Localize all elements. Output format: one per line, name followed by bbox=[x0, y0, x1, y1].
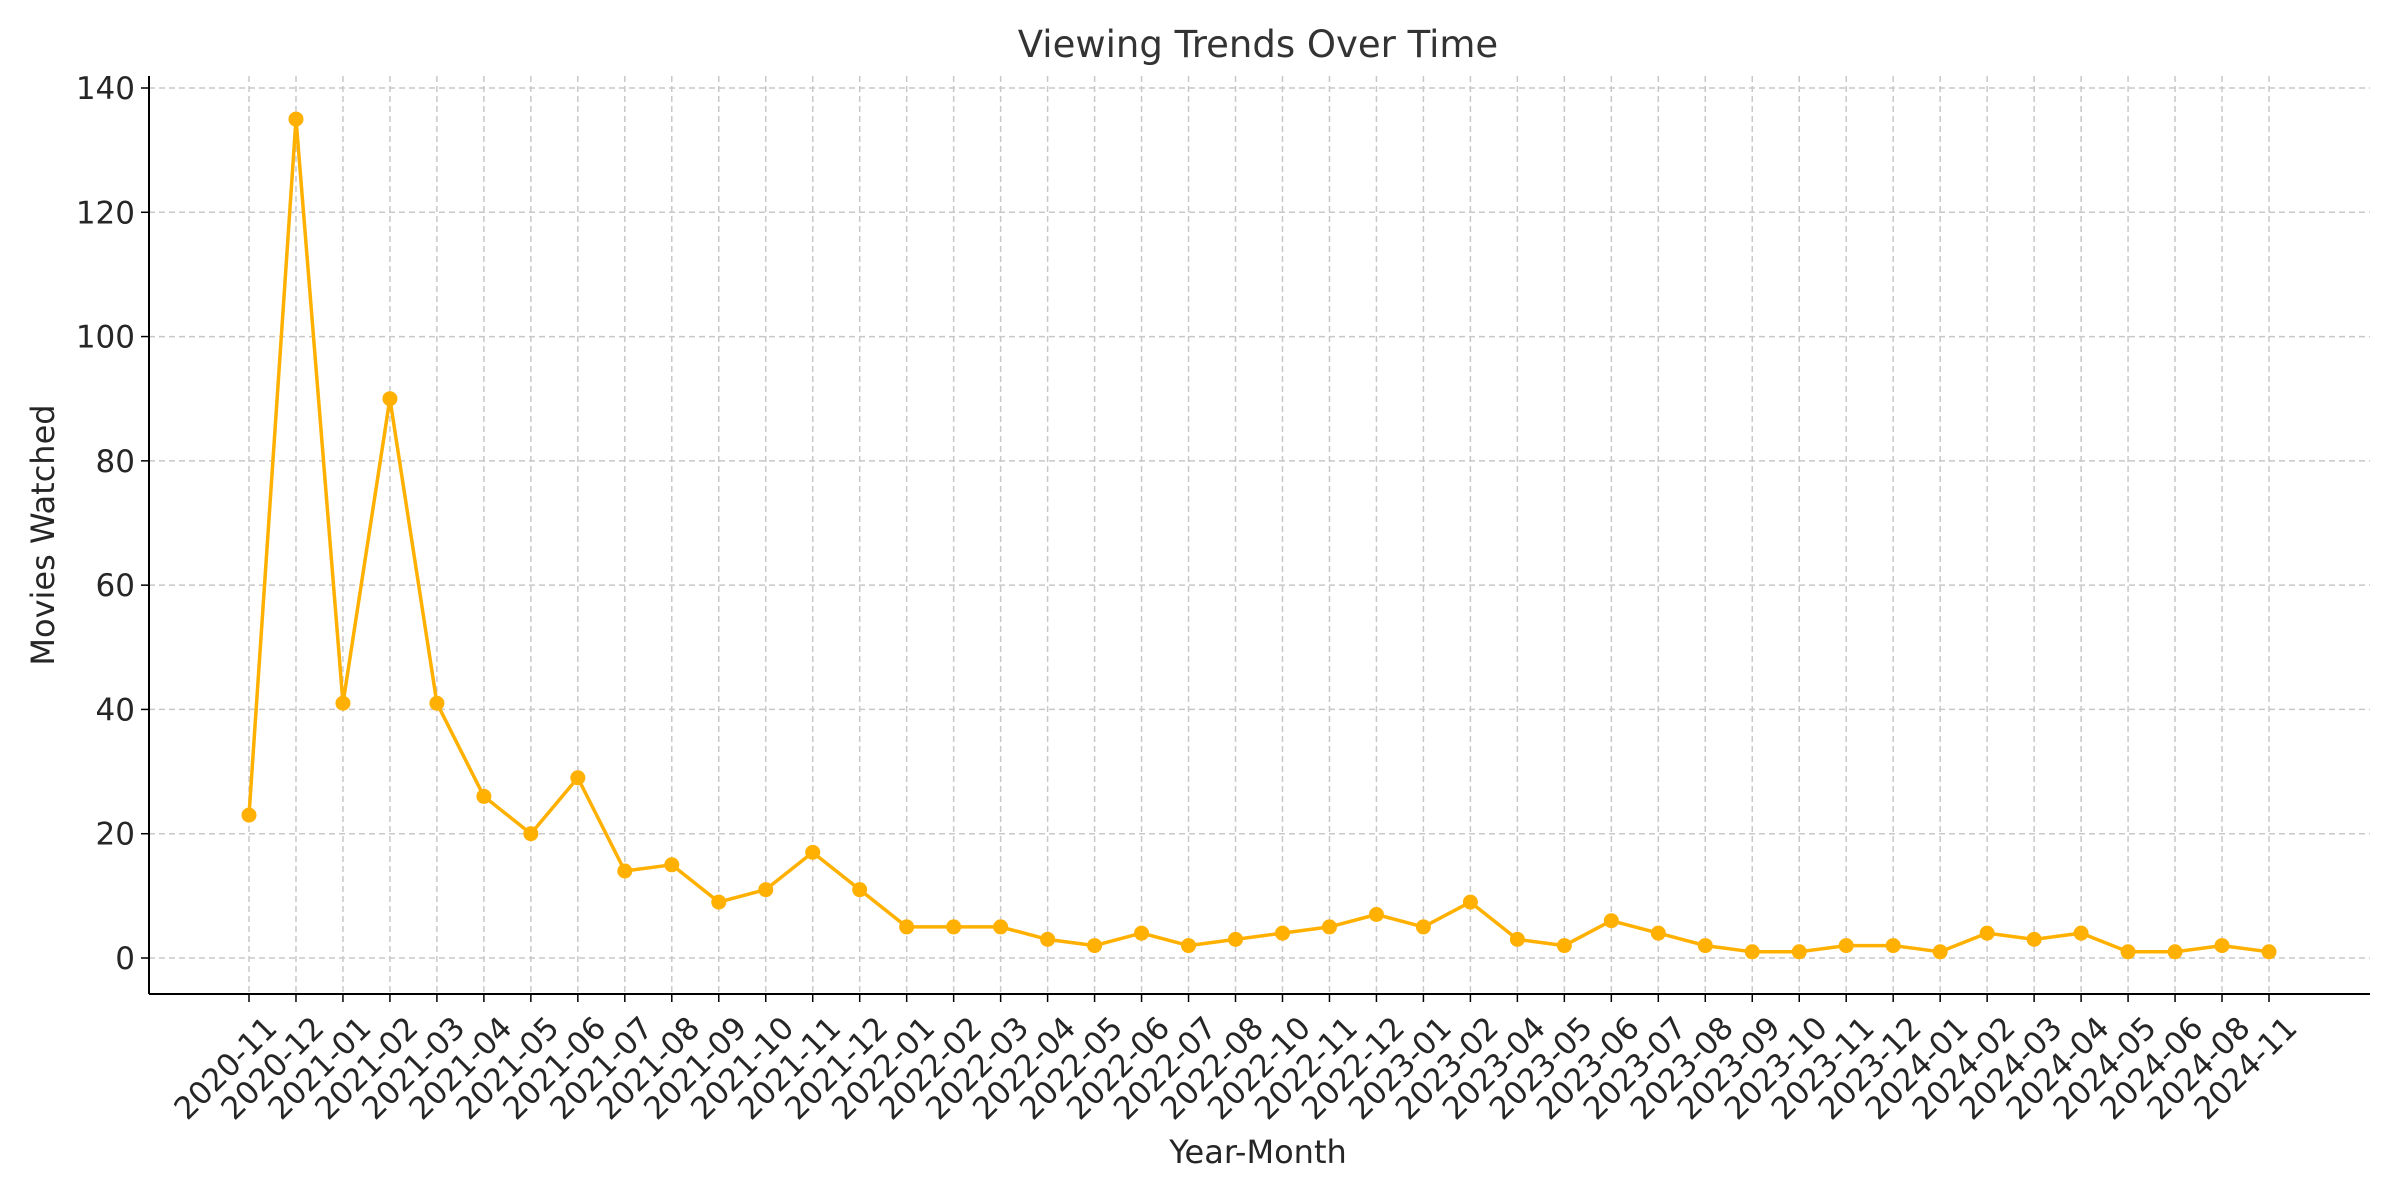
chart-title: Viewing Trends Over Time bbox=[1018, 23, 1498, 66]
grid bbox=[149, 76, 2370, 994]
data-point bbox=[1134, 925, 1150, 941]
x-axis-title: Year-Month bbox=[1168, 1133, 1347, 1171]
data-point bbox=[2026, 931, 2042, 947]
data-point bbox=[1932, 944, 1948, 960]
data-point bbox=[852, 882, 868, 898]
data-point bbox=[476, 788, 492, 804]
data-point bbox=[2167, 944, 2183, 960]
data-point bbox=[523, 826, 539, 842]
data-point bbox=[1228, 931, 1244, 947]
y-axis-title: Movies Watched bbox=[24, 404, 62, 665]
y-tick-label: 140 bbox=[76, 71, 135, 107]
data-point bbox=[1838, 938, 1854, 954]
data-point bbox=[1415, 919, 1431, 935]
data-point bbox=[711, 894, 727, 910]
series-line bbox=[247, 117, 2270, 954]
data-point bbox=[1556, 938, 1572, 954]
data-point bbox=[241, 807, 257, 823]
data-point bbox=[993, 919, 1009, 935]
data-point bbox=[1368, 907, 1384, 922]
y-tick-label: 20 bbox=[96, 817, 135, 853]
data-point bbox=[2073, 925, 2089, 941]
series bbox=[241, 111, 2277, 960]
data-point bbox=[1509, 931, 1525, 947]
data-point bbox=[1885, 938, 1901, 954]
y-tick-label: 120 bbox=[76, 195, 135, 231]
data-point bbox=[1979, 925, 1995, 941]
axes bbox=[148, 76, 2370, 995]
data-point bbox=[1697, 938, 1713, 954]
data-point bbox=[805, 844, 821, 860]
data-point bbox=[1744, 944, 1760, 960]
data-point bbox=[2261, 944, 2277, 960]
data-point bbox=[1040, 931, 1056, 947]
data-point bbox=[1791, 944, 1807, 960]
y-tick-label: 100 bbox=[76, 320, 135, 356]
data-point bbox=[2120, 944, 2136, 960]
data-point bbox=[1321, 919, 1337, 935]
data-point bbox=[429, 695, 445, 711]
x-axis-ticks: 2020-112020-122021-012021-022021-032021-… bbox=[167, 994, 2305, 1127]
data-point bbox=[617, 863, 633, 879]
data-point bbox=[335, 695, 351, 711]
y-tick-label: 60 bbox=[96, 568, 135, 604]
data-point bbox=[664, 857, 680, 873]
data-point bbox=[1181, 938, 1197, 954]
data-point bbox=[1650, 925, 1666, 941]
data-point bbox=[758, 882, 774, 898]
y-tick-label: 80 bbox=[96, 444, 135, 480]
y-tick-label: 40 bbox=[96, 692, 135, 728]
data-point bbox=[946, 919, 962, 935]
data-point bbox=[570, 770, 586, 786]
data-point bbox=[1462, 894, 1478, 910]
data-point bbox=[288, 111, 304, 127]
data-point bbox=[1603, 913, 1619, 929]
data-point bbox=[1087, 938, 1103, 954]
y-tick-label: 0 bbox=[115, 941, 135, 977]
data-point bbox=[899, 919, 915, 935]
data-point bbox=[1274, 925, 1290, 941]
y-axis-ticks: 0 20 40 60 80 100 120 140 bbox=[76, 71, 149, 977]
data-point bbox=[382, 391, 398, 407]
data-point bbox=[2214, 938, 2230, 954]
